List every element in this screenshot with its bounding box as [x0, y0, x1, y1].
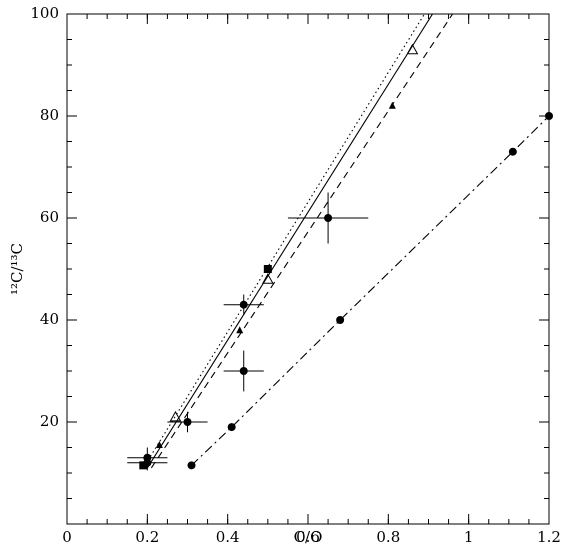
point	[263, 265, 272, 273]
point	[336, 316, 345, 324]
line	[142, 14, 425, 469]
point	[406, 43, 419, 55]
point	[155, 440, 163, 448]
point	[508, 147, 517, 156]
point	[239, 300, 248, 309]
point	[545, 112, 553, 120]
point	[183, 418, 192, 426]
point	[139, 461, 148, 470]
x-tick-label: 0.2	[135, 528, 159, 546]
x-tick-label: 0.8	[376, 528, 400, 546]
x-axis-label: C/O	[294, 528, 323, 546]
point	[261, 273, 274, 284]
y-tick-label: 60	[40, 208, 59, 226]
y-tick-label: 40	[40, 310, 59, 328]
line	[146, 14, 433, 469]
point	[227, 423, 236, 432]
point	[239, 367, 248, 375]
x-tick-label: 1	[464, 528, 474, 546]
x-tick-label: 0.4	[216, 528, 240, 546]
plot-frame	[66, 13, 550, 525]
point	[324, 214, 333, 222]
point	[187, 461, 196, 470]
point	[169, 410, 182, 422]
y-tick-label: 20	[40, 412, 59, 430]
x-tick-label: 0	[62, 528, 72, 546]
y-axis-label: ¹²C/¹³C	[8, 243, 26, 295]
point	[388, 101, 396, 109]
y-tick-label: 100	[30, 4, 59, 22]
line	[191, 115, 549, 466]
x-tick-label: 1.2	[537, 528, 561, 546]
x-tick-label: 0.6	[296, 528, 320, 546]
y-tick-label: 80	[40, 106, 59, 124]
line	[150, 14, 454, 469]
point	[236, 326, 244, 334]
